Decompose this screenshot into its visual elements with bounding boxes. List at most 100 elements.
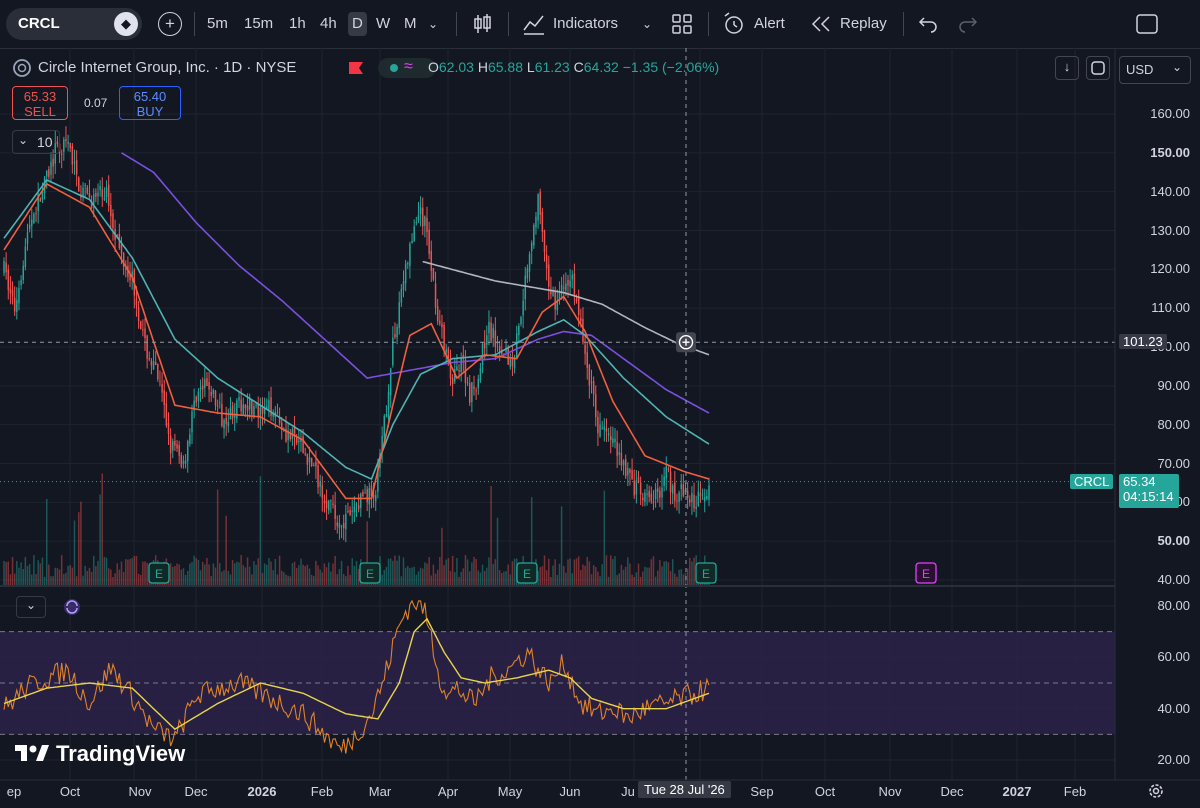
candle-body — [554, 292, 556, 310]
volume-bar — [65, 572, 67, 585]
tradingview-logo-icon — [15, 745, 49, 761]
timeframe-1h[interactable]: 1h — [289, 15, 306, 32]
volume-bar — [661, 566, 663, 585]
timeframe-5m[interactable]: 5m — [207, 15, 228, 32]
toolbar-divider — [903, 12, 904, 36]
volume-bar — [84, 565, 86, 585]
toolbar-divider — [456, 12, 457, 36]
diamond-icon[interactable]: ◆ — [114, 12, 138, 36]
candle-body — [445, 349, 447, 353]
indicators-collapse-toggle[interactable]: ⌄ 10 — [12, 130, 60, 154]
volume-bar — [618, 573, 621, 585]
volume-bar — [122, 572, 125, 585]
timeframe-m[interactable]: M — [404, 15, 417, 32]
replay-rewind-icon[interactable] — [810, 15, 832, 33]
candle-body — [364, 492, 366, 494]
redo-icon[interactable] — [958, 15, 978, 33]
timeframe-d[interactable]: D — [348, 12, 367, 36]
buy-button[interactable]: 65.40 BUY — [119, 86, 181, 120]
volume-bar — [327, 562, 330, 585]
candle-body — [706, 496, 708, 500]
sell-label: SELL — [24, 104, 56, 119]
candle-body — [78, 177, 80, 192]
volume-bar — [7, 561, 10, 585]
volume-bar — [259, 476, 262, 585]
candle-body — [197, 391, 200, 401]
volume-bar — [680, 569, 682, 585]
volume-bar — [332, 563, 334, 585]
candle-body — [41, 191, 44, 200]
candle-body — [400, 288, 403, 303]
volume-bar — [637, 563, 640, 585]
candle-body — [520, 317, 522, 325]
candle-body — [537, 194, 539, 221]
time-axis-tick: Feb — [1063, 784, 1087, 799]
candle-body — [52, 158, 54, 167]
candle-body — [169, 436, 172, 454]
indicators-icon[interactable] — [522, 12, 546, 36]
candle-body — [631, 470, 633, 480]
candle-body — [13, 297, 16, 312]
candles-icon[interactable] — [472, 13, 492, 35]
candle-body — [473, 386, 475, 389]
candle-body — [680, 483, 682, 490]
layout-grid-icon[interactable] — [672, 14, 692, 34]
time-axis-tick: Nov — [128, 784, 152, 799]
volume-bar — [216, 489, 219, 585]
symbol-search[interactable]: CRCL ◆ — [6, 8, 142, 40]
volume-bar — [449, 571, 452, 585]
candle-body — [558, 292, 561, 300]
candle-body — [580, 318, 582, 322]
flag-icon[interactable] — [348, 61, 364, 75]
undo-icon[interactable] — [918, 15, 938, 33]
market-status-pill[interactable] — [378, 58, 436, 78]
fullscreen-icon[interactable] — [1136, 14, 1158, 34]
candle-body — [195, 396, 198, 403]
indicators-button[interactable]: Indicators — [553, 15, 619, 32]
volume-bar — [539, 567, 541, 585]
volume-bar — [336, 574, 339, 585]
candle-body — [257, 403, 259, 417]
auto-scale-icon[interactable] — [1086, 56, 1110, 80]
timeframe-15m[interactable]: 15m — [244, 15, 274, 32]
candle-body — [402, 281, 405, 290]
arrow-down-icon[interactable]: ↓ — [1055, 56, 1079, 80]
volume-bar — [464, 555, 467, 585]
candle-body — [483, 342, 486, 349]
symbol-title[interactable]: Circle Internet Group, Inc. · 1D · NYSE — [38, 59, 297, 76]
timeframe-dropdown-icon[interactable]: ⌄ — [428, 17, 439, 31]
timeframe-4h[interactable]: 4h — [320, 15, 337, 32]
candle-body — [219, 402, 221, 404]
price-axis-tick: 120.00 — [1150, 261, 1190, 277]
crosshair-date-tag: Tue 28 Jul '26 — [638, 781, 731, 798]
volume-bar — [436, 569, 439, 585]
candle-body — [515, 333, 518, 359]
currency-selector[interactable]: USD ⌄ — [1119, 56, 1191, 84]
candle-body — [125, 268, 127, 270]
volume-bar — [317, 565, 319, 585]
volume-bar — [642, 571, 644, 585]
volume-bar — [48, 564, 50, 585]
candle-body — [575, 298, 578, 302]
candle-body — [306, 453, 309, 465]
alert-button[interactable]: Alert — [754, 15, 785, 32]
candle-body — [693, 494, 695, 509]
sell-button[interactable]: 65.33 SELL — [12, 86, 68, 120]
timeframe-w[interactable]: W — [376, 15, 391, 32]
volume-bar — [139, 574, 142, 585]
candle-body — [208, 382, 210, 390]
volume-bar — [178, 564, 180, 585]
indicators-dropdown-icon[interactable]: ⌄ — [642, 17, 653, 31]
chevron-down-icon[interactable]: ⌄ — [16, 596, 46, 618]
time-axis-tick: Mar — [368, 784, 392, 799]
chevron-down-icon: ⌄ — [18, 133, 29, 147]
settings-gear-icon[interactable] — [1146, 781, 1166, 801]
candle-body — [16, 299, 18, 312]
add-compare-icon[interactable]: + — [158, 12, 182, 36]
replay-button[interactable]: Replay — [840, 15, 887, 32]
sync-icon[interactable] — [62, 597, 82, 617]
sell-price: 65.33 — [23, 89, 57, 104]
alarm-clock-icon[interactable] — [722, 12, 746, 36]
